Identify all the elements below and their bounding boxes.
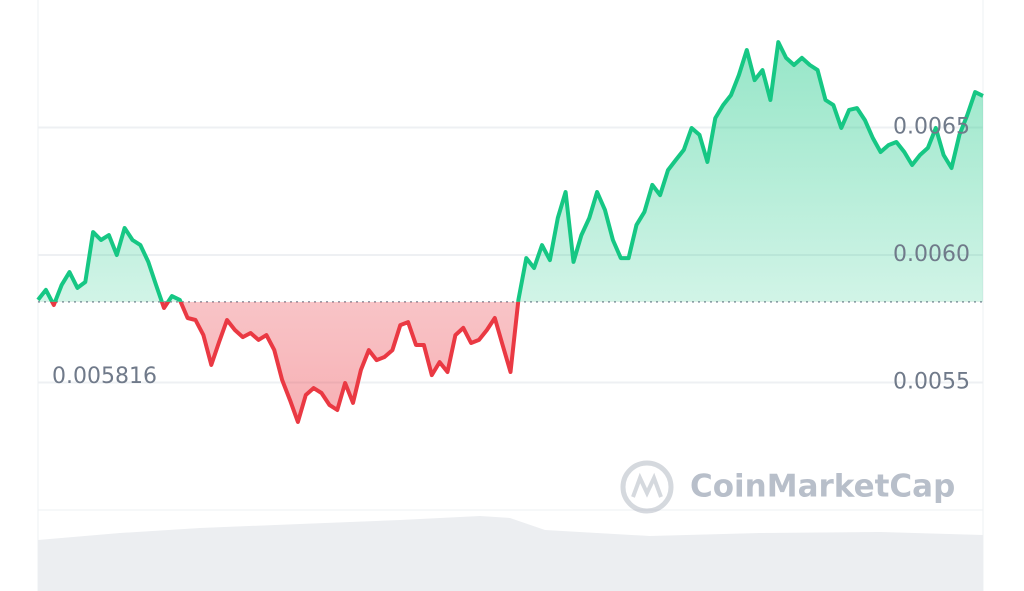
plot	[36, 40, 984, 424]
area-down	[52, 301, 519, 422]
y-tick-label: 0.0060	[893, 242, 970, 267]
watermark: CoinMarketCap	[690, 469, 955, 505]
y-tick-label: 0.0065	[893, 115, 970, 140]
line-down	[49, 301, 521, 424]
labels: 0.0055 0.0060 0.0065 0.005816	[52, 115, 970, 395]
baseline-label: 0.005816	[52, 364, 157, 389]
watermark-logo	[620, 460, 674, 514]
y-tick-label: 0.0055	[893, 370, 970, 395]
line-up	[36, 40, 984, 302]
area-up	[38, 42, 983, 302]
volume-area	[38, 516, 983, 591]
